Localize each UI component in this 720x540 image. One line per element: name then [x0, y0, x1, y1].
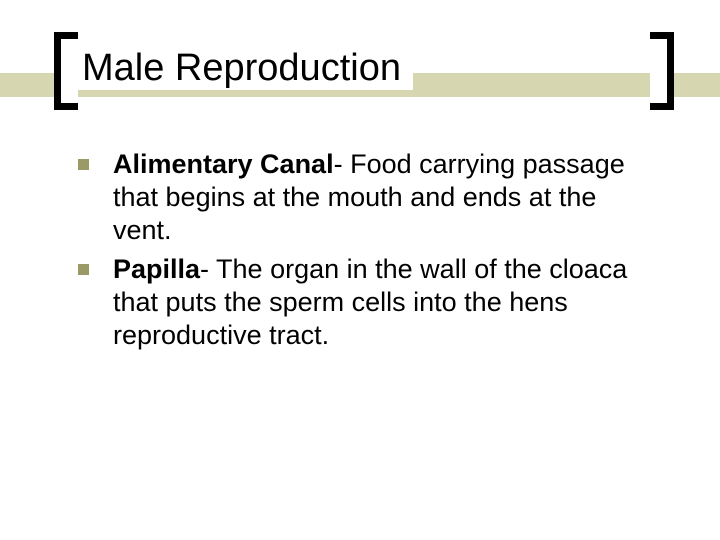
- item-text: Papilla- The organ in the wall of the cl…: [113, 253, 660, 352]
- slide: Male Reproduction Alimentary Canal- Food…: [0, 0, 720, 540]
- list-item: Alimentary Canal- Food carrying passage …: [78, 148, 660, 247]
- bracket-right-icon: [650, 32, 674, 110]
- term: Alimentary Canal: [113, 149, 334, 179]
- term: Papilla: [113, 254, 200, 284]
- bullet-icon: [78, 159, 89, 170]
- item-text: Alimentary Canal- Food carrying passage …: [113, 148, 660, 247]
- bracket-left-icon: [54, 32, 78, 110]
- list-item: Papilla- The organ in the wall of the cl…: [78, 253, 660, 352]
- slide-title: Male Reproduction: [54, 48, 413, 90]
- body-content: Alimentary Canal- Food carrying passage …: [78, 148, 660, 358]
- title-wrap: Male Reproduction: [54, 48, 674, 90]
- bullet-icon: [78, 264, 89, 275]
